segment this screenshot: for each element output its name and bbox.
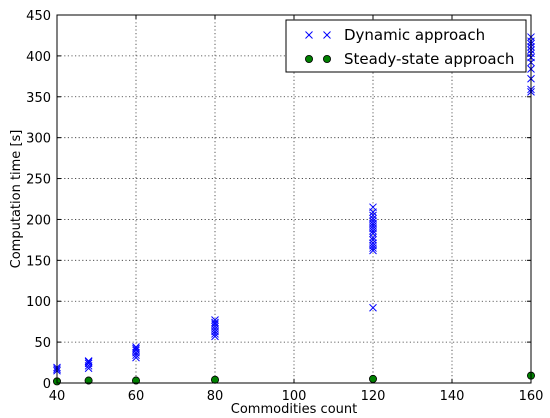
x-axis-ticks: 40 60 80 100 120 140 160 xyxy=(49,15,544,404)
legend-entry-dynamic: Dynamic approach xyxy=(305,26,485,44)
data-point-x xyxy=(132,343,140,351)
y-tick-label: 250 xyxy=(26,173,51,188)
x-tick-label: 120 xyxy=(361,389,386,404)
data-point-circle xyxy=(368,374,377,383)
data-point-x xyxy=(369,203,377,212)
data-point-x xyxy=(84,359,93,368)
y-tick-label: 50 xyxy=(34,336,51,351)
data-point-x xyxy=(211,316,219,324)
y-tick-label: 350 xyxy=(26,91,51,106)
x-tick-label: 140 xyxy=(440,389,465,404)
plot-frame xyxy=(56,14,532,384)
data-point-x xyxy=(369,239,377,248)
y-tick-label: 450 xyxy=(26,9,51,24)
data-point-x xyxy=(369,217,377,225)
y-tick-label: 200 xyxy=(26,213,51,228)
data-point-x xyxy=(132,344,140,353)
series-dynamic xyxy=(53,33,535,375)
legend-circle-icon xyxy=(304,55,313,64)
data-point-x xyxy=(84,357,93,366)
data-point-circle xyxy=(210,375,219,384)
legend-label-dynamic: Dynamic approach xyxy=(344,26,485,44)
x-tick-label: 40 xyxy=(49,389,66,404)
legend-entry-steady-state: Steady-state approach xyxy=(304,50,514,68)
y-axis-label: Computation time [s] xyxy=(9,130,24,269)
legend-x-icon xyxy=(305,31,313,39)
data-point-x xyxy=(369,303,377,312)
legend-circle-icon xyxy=(322,55,331,64)
legend-marker-dynamic xyxy=(305,31,331,39)
y-tick-label: 300 xyxy=(26,132,51,147)
x-tick-label: 160 xyxy=(519,389,544,404)
data-point-circle xyxy=(84,376,93,385)
data-point-circle xyxy=(131,376,140,385)
legend: Dynamic approach Steady-state approach xyxy=(285,19,527,73)
y-axis-ticks: 0 50 100 150 200 250 300 350 400 450 xyxy=(26,9,531,392)
x-tick-label: 100 xyxy=(282,389,307,404)
legend-label-steady-state: Steady-state approach xyxy=(344,50,514,68)
x-tick-label: 60 xyxy=(128,389,145,404)
x-tick-label: 80 xyxy=(207,389,224,404)
y-tick-label: 400 xyxy=(26,50,51,65)
legend-x-icon xyxy=(323,31,331,39)
data-point-x xyxy=(369,214,377,223)
data-point-x xyxy=(132,346,140,355)
data-point-x xyxy=(211,318,219,327)
legend-marker-steady-state xyxy=(304,55,331,64)
y-tick-label: 100 xyxy=(26,295,51,310)
data-point-x xyxy=(369,236,377,244)
legend-box xyxy=(285,19,527,73)
data-point-x xyxy=(369,241,377,250)
data-point-x xyxy=(369,211,377,220)
data-point-x xyxy=(84,357,93,365)
y-tick-label: 150 xyxy=(26,254,51,269)
y-tick-label: 0 xyxy=(43,377,51,392)
x-axis-label: Commodities count xyxy=(231,402,357,417)
